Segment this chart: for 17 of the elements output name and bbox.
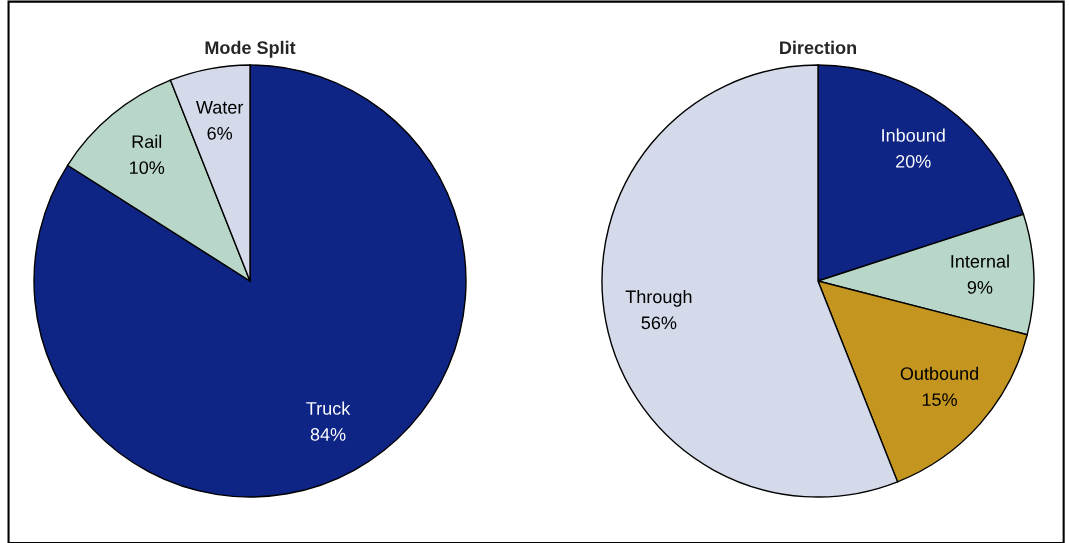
slice-label: Through [625,289,692,307]
data-label: 9% [967,280,993,294]
slice-label: Outbound [900,366,979,380]
data-label: 20% [896,155,931,168]
data-label: 15% [922,393,957,406]
slice-label: Inbound [882,128,945,142]
data-label: 6% [207,126,233,140]
data-label: 84% [310,428,346,441]
data-label: 10% [130,161,165,175]
data-label: 56% [641,316,677,330]
pie-slice [33,64,467,498]
slice-label: Water [195,101,244,114]
slice-label: Truck [306,401,351,415]
slice-label: Internal [951,254,1009,268]
chart-title: Direction [780,40,857,55]
slice-label: Rail [132,134,162,149]
chart-title: Mode Split [205,40,296,58]
